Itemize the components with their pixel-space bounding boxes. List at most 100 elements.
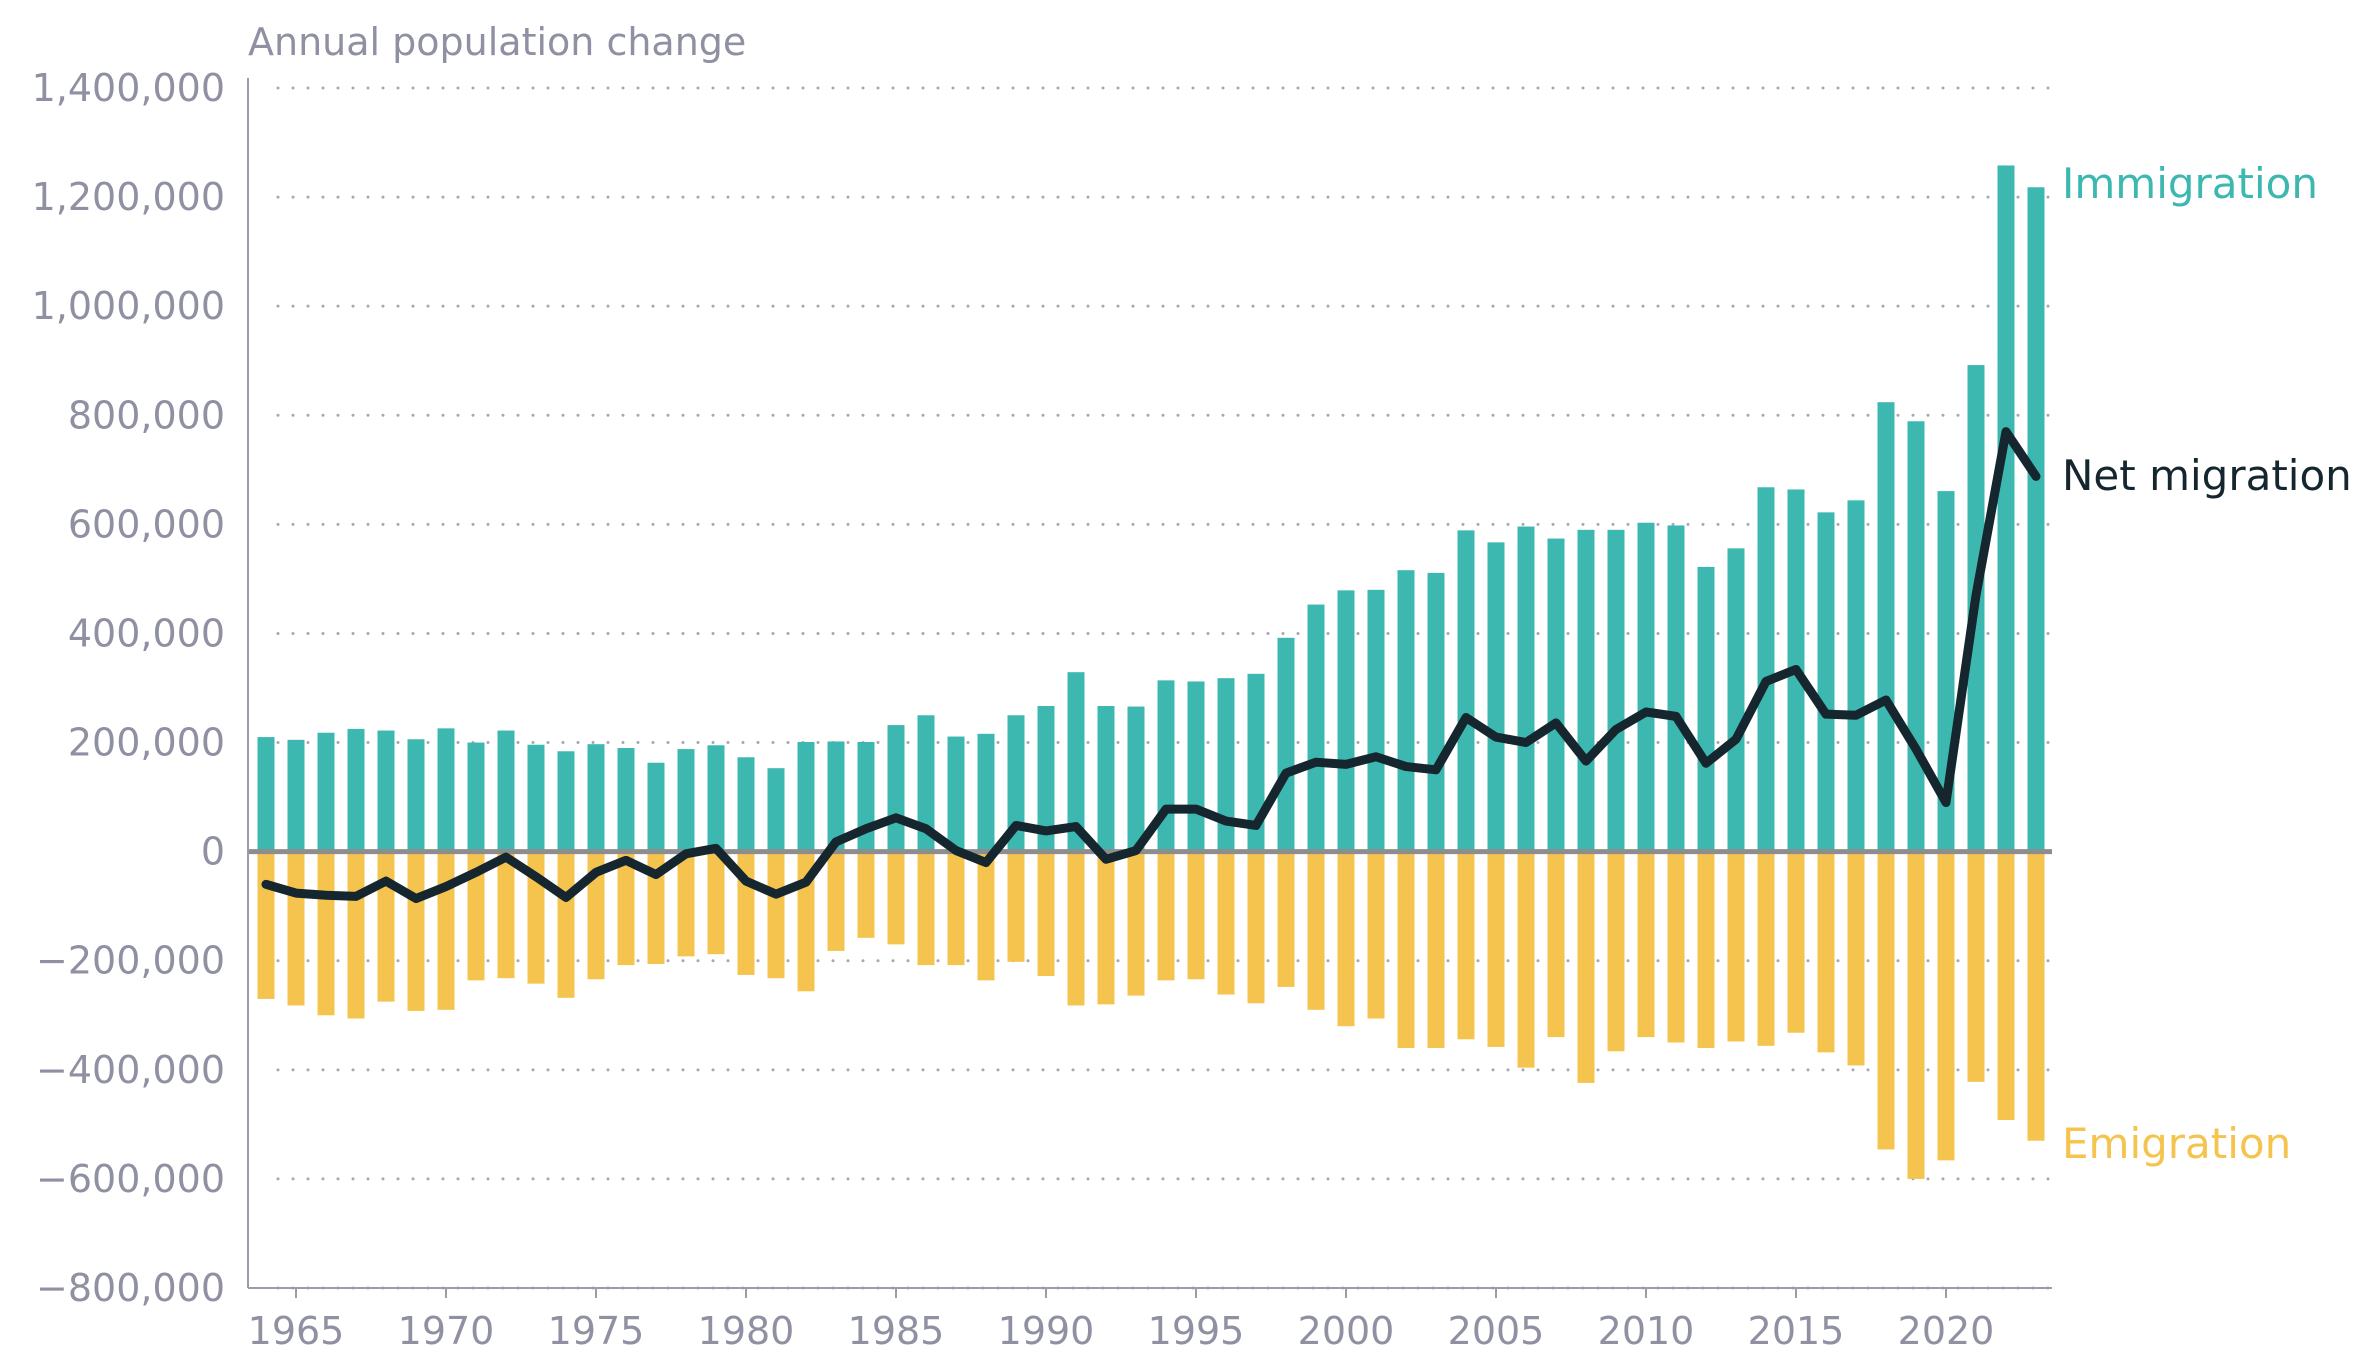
emigration-bar	[437, 851, 455, 1010]
immigration-bar	[317, 732, 335, 852]
y-tick-label: −800,000	[36, 1266, 225, 1310]
immigration-bar	[497, 730, 515, 852]
immigration-bar	[1547, 538, 1565, 852]
emigration-bar	[917, 851, 935, 966]
immigration-bar	[767, 768, 785, 852]
emigration-bar	[1667, 851, 1685, 1043]
emigration-bar	[1847, 851, 1865, 1066]
immigration-bar	[707, 745, 725, 852]
emigration-bar	[1997, 851, 2015, 1120]
emigration-bar	[977, 851, 995, 981]
emigration-bar	[1547, 851, 1565, 1038]
net-migration-line	[261, 427, 2041, 904]
emigration-bar	[1517, 851, 1535, 1068]
x-tick-label: 1985	[848, 1309, 945, 1353]
emigration-bar	[1307, 851, 1325, 1010]
emigration-bar	[1907, 851, 1925, 1179]
emigration-bar	[1127, 851, 1145, 996]
emigration-label: Emigration	[2062, 1119, 2291, 1168]
immigration-bar	[1187, 681, 1205, 852]
emigration-bar	[407, 851, 425, 1011]
immigration-bar	[1997, 165, 2015, 852]
immigration-bar	[737, 757, 755, 852]
emigration-bar	[1637, 851, 1655, 1038]
x-tick-label: 1995	[1148, 1309, 1245, 1353]
emigration-bar	[1007, 851, 1025, 962]
immigration-bar	[587, 744, 605, 852]
emigration-bar	[317, 851, 335, 1016]
x-tick-label: 1965	[248, 1309, 345, 1353]
immigration-bar	[1337, 590, 1355, 852]
emigration-bar	[887, 851, 905, 945]
immigration-bar	[1487, 542, 1505, 852]
immigration-bar	[887, 725, 905, 852]
immigration-bar	[1727, 548, 1745, 852]
emigration-bar	[1787, 851, 1805, 1033]
immigration-bar	[617, 748, 635, 852]
immigration-bar	[1847, 500, 1865, 852]
emigration-bar	[1577, 851, 1595, 1083]
y-tick-label: 1,200,000	[32, 175, 225, 219]
immigration-bar	[1007, 715, 1025, 852]
emigration-bar	[1727, 851, 1745, 1042]
emigration-bar	[1817, 851, 1835, 1053]
immigration-bar	[1097, 706, 1115, 852]
emigration-bar	[377, 851, 395, 1002]
y-tick-labels: −800,000 −600,000 −400,000 −200,000 0 200,000…	[32, 66, 225, 1310]
immigration-bar	[527, 744, 545, 852]
x-tick-label: 1975	[548, 1309, 645, 1353]
emigration-bar	[1157, 851, 1175, 981]
immigration-bar	[1367, 589, 1385, 852]
immigration-bar	[947, 736, 965, 852]
emigration-bar	[2027, 851, 2045, 1141]
immigration-bar	[377, 730, 395, 852]
y-tick-label: 1,000,000	[32, 284, 225, 328]
x-tick-label: 2015	[1748, 1309, 1845, 1353]
y-axis-title: Annual population change	[248, 20, 746, 64]
emigration-bar	[557, 851, 575, 998]
x-tick-label: 2020	[1898, 1309, 1995, 1353]
immigration-bar	[1037, 706, 1055, 852]
emigration-bar	[1277, 851, 1295, 987]
emigration-bar	[1697, 851, 1715, 1048]
emigration-bar	[1247, 851, 1265, 1004]
emigration-bar	[1457, 851, 1475, 1040]
emigration-bar	[1427, 851, 1445, 1048]
emigration-bar	[707, 851, 725, 955]
immigration-bar	[1127, 706, 1145, 852]
y-tick-label: −200,000	[36, 939, 225, 983]
emigration-bar	[1217, 851, 1235, 995]
immigration-bar	[1457, 530, 1475, 852]
y-tick-label: 1,400,000	[32, 66, 225, 110]
immigration-bar	[1277, 637, 1295, 852]
immigration-bar	[1307, 604, 1325, 852]
immigration-bar	[1907, 421, 1925, 852]
immigration-bar	[1397, 570, 1415, 852]
y-tick-label: 200,000	[68, 721, 225, 765]
x-tick-label: 1990	[998, 1309, 1095, 1353]
y-tick-label: −600,000	[36, 1157, 225, 1201]
immigration-bar	[1877, 402, 1895, 852]
emigration-bar	[1067, 851, 1085, 1006]
immigration-bar	[647, 762, 665, 852]
immigration-bar	[437, 728, 455, 852]
emigration-bar	[1607, 851, 1625, 1052]
immigration-bar	[797, 742, 815, 852]
immigration-bar	[1757, 487, 1775, 852]
emigration-bar	[827, 851, 845, 951]
x-tick-label: 2000	[1298, 1309, 1395, 1353]
emigration-bar	[1337, 851, 1355, 1027]
emigration-bar	[287, 851, 305, 1006]
immigration-bar	[977, 733, 995, 852]
emigration-bar	[647, 851, 665, 964]
emigration-bar	[617, 851, 635, 966]
y-tick-label: 400,000	[68, 611, 225, 655]
y-tick-label: −400,000	[36, 1048, 225, 1092]
immigration-bar	[1157, 680, 1175, 852]
immigration-bar	[347, 728, 365, 852]
emigration-bar	[1397, 851, 1415, 1048]
emigration-bar	[857, 851, 875, 938]
emigration-bar	[1937, 851, 1955, 1161]
immigration-bar	[1217, 678, 1235, 852]
